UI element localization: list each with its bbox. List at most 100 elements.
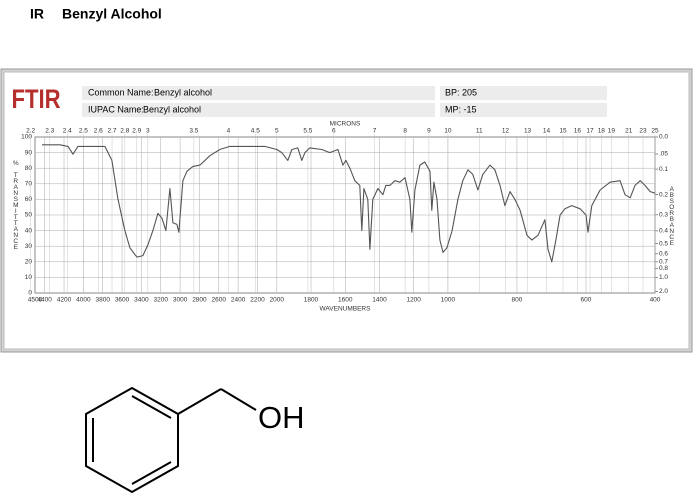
- x2-tick-label: 11: [476, 128, 483, 135]
- bond: [177, 388, 222, 415]
- x-tick-label: 1800: [304, 297, 319, 304]
- x2-tick-label: 5: [275, 128, 279, 135]
- x2-tick-label: 2.6: [94, 128, 103, 135]
- y-tick-label: 60: [25, 196, 33, 203]
- hydroxyl-label: OH: [258, 400, 305, 435]
- x-tick-label: 2800: [192, 297, 207, 304]
- y2-tick-label: 0.2: [659, 191, 668, 198]
- double-bond: [131, 395, 172, 419]
- x2-tick-label: 7: [373, 128, 377, 135]
- x-tick-label: 400: [650, 297, 661, 304]
- info-box: [82, 103, 435, 117]
- x2-tick-label: 8: [403, 128, 407, 135]
- y-tick-label: 10: [25, 274, 33, 281]
- x-tick-label: 2000: [270, 297, 285, 304]
- x2-tick-label: 2.3: [45, 128, 54, 135]
- x2-tick-label: 13: [524, 128, 532, 135]
- y-tick-label: 90: [25, 149, 33, 156]
- x2-tick-label: 21: [625, 128, 633, 135]
- y2-tick-label: 0.6: [659, 251, 668, 258]
- y2-tick-label: 0.7: [659, 259, 668, 266]
- section-label: IR: [30, 6, 44, 22]
- x2-tick-label: 17: [586, 128, 594, 135]
- field-value: Benzyl alcohol: [154, 87, 212, 97]
- x-tick-label: 4200: [57, 297, 72, 304]
- x-tick-label: 3400: [134, 297, 149, 304]
- double-bond: [131, 461, 172, 485]
- y-tick-label: 100: [21, 134, 32, 141]
- x-tick-label: 4400: [37, 297, 52, 304]
- info-box: [440, 103, 607, 117]
- x2-tick-label: 2.4: [63, 128, 72, 135]
- x2-tick-label: 2.9: [132, 128, 141, 135]
- y-tick-label: 0: [28, 290, 32, 297]
- info-box: [82, 86, 435, 100]
- field-value: Benzyl alcohol: [143, 104, 201, 114]
- x2-tick-label: 2.2: [26, 128, 35, 135]
- ftir-logo: FTIR: [11, 85, 60, 115]
- x-tick-label: 1200: [406, 297, 421, 304]
- x2-tick-label: 10: [444, 128, 452, 135]
- x-tick-label: 800: [512, 297, 523, 304]
- x-tick-label: 3600: [115, 297, 130, 304]
- x2-tick-label: 25: [651, 128, 659, 135]
- x-tick-label: 4000: [76, 297, 91, 304]
- field-label: IUPAC Name:: [88, 104, 144, 114]
- x2-tick-label: 16: [574, 128, 582, 135]
- y2-tick-label: 0.5: [659, 240, 668, 247]
- y-tick-label: 20: [25, 259, 33, 266]
- x-tick-label: 2400: [231, 297, 246, 304]
- x2-tick-label: 14: [543, 128, 551, 135]
- x2-tick-label: 2.5: [79, 128, 88, 135]
- compound-title: Benzyl Alcohol: [62, 6, 162, 22]
- y2-tick-label: 0.8: [659, 265, 668, 272]
- x2-tick-label: 19: [608, 128, 616, 135]
- y-tick-label: 30: [25, 243, 33, 250]
- x-tick-label: 2600: [212, 297, 227, 304]
- x2-tick-label: 23: [639, 128, 647, 135]
- x2-tick-label: 18: [598, 128, 606, 135]
- x-tick-label: 3200: [154, 297, 169, 304]
- x-tick-label: 4500: [28, 297, 43, 304]
- field-label: Common Name:: [88, 87, 154, 97]
- x2-tick-label: 2.7: [107, 128, 116, 135]
- y-tick-label: 50: [25, 212, 33, 219]
- melting-point: MP: -15: [445, 104, 477, 114]
- y2-axis-title: ABSORBANCE: [668, 186, 675, 246]
- x-tick-label: 3000: [173, 297, 188, 304]
- x2-tick-label: 5.5: [303, 128, 312, 135]
- y-tick-label: 80: [25, 165, 33, 172]
- y2-tick-label: 0.3: [659, 212, 668, 219]
- benzene-ring: [85, 386, 179, 494]
- y-tick-label: 70: [25, 181, 33, 188]
- x-tick-label: 3800: [95, 297, 110, 304]
- x2-tick-label: 12: [502, 128, 510, 135]
- bond: [220, 388, 257, 411]
- x2-tick-label: 2.8: [120, 128, 129, 135]
- x2-tick-label: 6: [332, 128, 336, 135]
- x2-axis-title: MICRONS: [330, 121, 361, 128]
- x2-tick-label: 3.5: [189, 128, 198, 135]
- x2-tick-label: 15: [559, 128, 567, 135]
- x-tick-label: 2200: [250, 297, 265, 304]
- y2-tick-label: 0.4: [659, 228, 668, 235]
- x2-tick-label: 9: [427, 128, 431, 135]
- y2-tick-label: 0.0: [659, 134, 668, 141]
- y-axis-title: % TRANSMITTANCE: [12, 160, 19, 250]
- x-tick-label: 1000: [441, 297, 456, 304]
- x-tick-label: 1600: [338, 297, 353, 304]
- y2-tick-label: 1.0: [659, 274, 668, 281]
- structure: [85, 386, 257, 494]
- y2-tick-label: 0.1: [659, 166, 668, 173]
- x2-tick-label: 4: [227, 128, 231, 135]
- x-tick-label: 600: [581, 297, 592, 304]
- info-box: [440, 86, 607, 100]
- x2-tick-label: 4.5: [251, 128, 260, 135]
- x-axis-title: WAVENUMBERS: [320, 306, 372, 313]
- y2-tick-label: .05: [659, 151, 668, 158]
- x2-tick-label: 3: [146, 128, 150, 135]
- y-tick-label: 40: [25, 227, 33, 234]
- y2-tick-label: 2.0: [659, 288, 668, 295]
